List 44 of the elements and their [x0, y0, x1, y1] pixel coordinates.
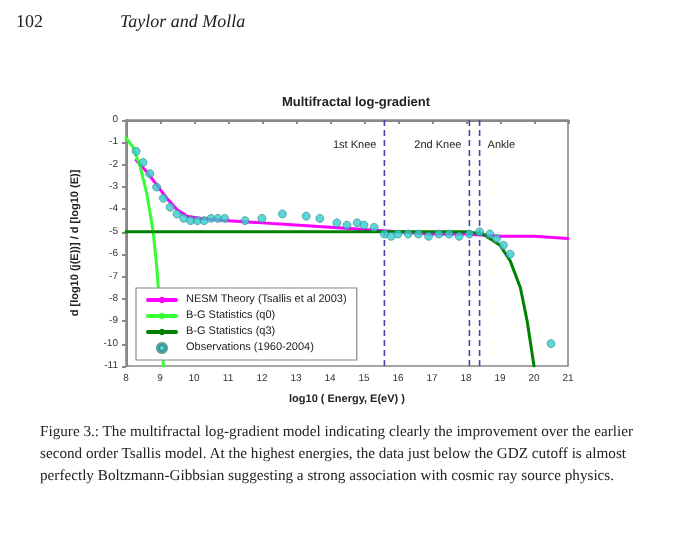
point	[278, 209, 287, 219]
point	[152, 182, 161, 192]
point	[369, 222, 379, 232]
point	[186, 216, 195, 226]
point	[454, 231, 464, 241]
point	[424, 231, 433, 241]
point	[315, 214, 325, 223]
point	[165, 202, 175, 212]
text: Taylor and Molla	[120, 11, 247, 31]
point	[138, 158, 148, 167]
point	[485, 229, 495, 239]
point	[193, 216, 202, 226]
point	[352, 218, 362, 228]
point	[342, 220, 352, 230]
point	[505, 249, 515, 259]
point	[332, 218, 342, 228]
point	[131, 146, 141, 156]
point	[359, 220, 369, 230]
point	[444, 229, 454, 239]
point	[301, 211, 311, 221]
point	[257, 214, 267, 223]
point	[213, 214, 223, 223]
point	[159, 193, 168, 203]
point	[475, 227, 484, 237]
line-series	[124, 230, 536, 368]
point	[434, 229, 444, 239]
point	[393, 229, 403, 239]
point	[199, 216, 209, 226]
point	[179, 214, 189, 223]
point	[145, 169, 155, 179]
point	[240, 216, 250, 226]
point	[206, 214, 216, 223]
point	[220, 214, 229, 223]
point	[380, 229, 389, 239]
point	[499, 240, 508, 250]
point	[172, 209, 182, 219]
point	[546, 339, 556, 349]
point	[492, 234, 501, 243]
point	[386, 231, 396, 241]
point	[465, 229, 474, 239]
point	[403, 229, 413, 239]
point	[414, 229, 423, 239]
text: 102	[16, 11, 43, 31]
line-series	[134, 158, 570, 241]
